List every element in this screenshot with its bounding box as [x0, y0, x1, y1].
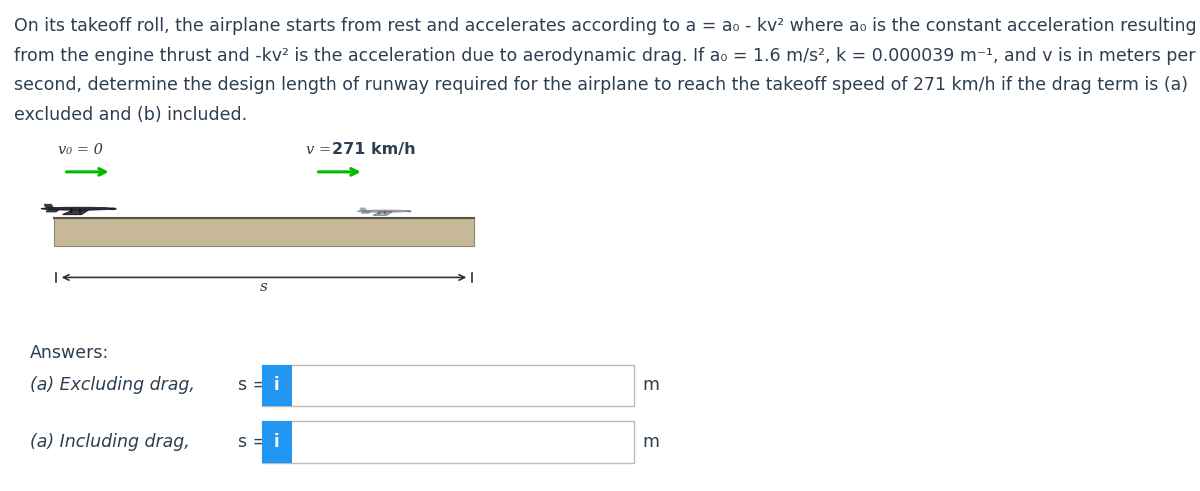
FancyBboxPatch shape — [262, 364, 292, 407]
Text: m: m — [642, 433, 659, 451]
Ellipse shape — [407, 211, 412, 212]
Polygon shape — [62, 209, 90, 215]
FancyBboxPatch shape — [262, 421, 292, 463]
FancyBboxPatch shape — [54, 218, 474, 246]
Polygon shape — [360, 208, 366, 210]
Polygon shape — [373, 212, 392, 215]
Ellipse shape — [110, 208, 116, 210]
Text: (a) Excluding drag,: (a) Excluding drag, — [30, 377, 194, 394]
Polygon shape — [44, 205, 53, 207]
Text: v₀ = 0: v₀ = 0 — [58, 143, 102, 157]
Text: s =: s = — [238, 377, 266, 394]
FancyBboxPatch shape — [262, 364, 634, 407]
Text: (a) Including drag,: (a) Including drag, — [30, 433, 190, 451]
Text: m: m — [642, 377, 659, 394]
Text: i: i — [274, 433, 280, 451]
Text: s: s — [260, 280, 268, 294]
Text: 271 km/h: 271 km/h — [332, 142, 416, 157]
FancyBboxPatch shape — [262, 421, 634, 463]
Text: excluded and (b) included.: excluded and (b) included. — [14, 106, 247, 124]
Text: from the engine thrust and -kv² is the acceleration due to aerodynamic drag. If : from the engine thrust and -kv² is the a… — [14, 47, 1196, 65]
Text: s =: s = — [238, 433, 266, 451]
Text: second, determine the design length of runway required for the airplane to reach: second, determine the design length of r… — [14, 76, 1188, 94]
Text: Answers:: Answers: — [30, 344, 109, 362]
Text: On its takeoff roll, the airplane starts from rest and accelerates according to : On its takeoff roll, the airplane starts… — [14, 17, 1198, 35]
Polygon shape — [361, 212, 371, 213]
Polygon shape — [46, 209, 60, 212]
Text: i: i — [274, 377, 280, 394]
Ellipse shape — [358, 210, 410, 212]
Ellipse shape — [41, 207, 115, 210]
Text: v =: v = — [306, 143, 336, 157]
